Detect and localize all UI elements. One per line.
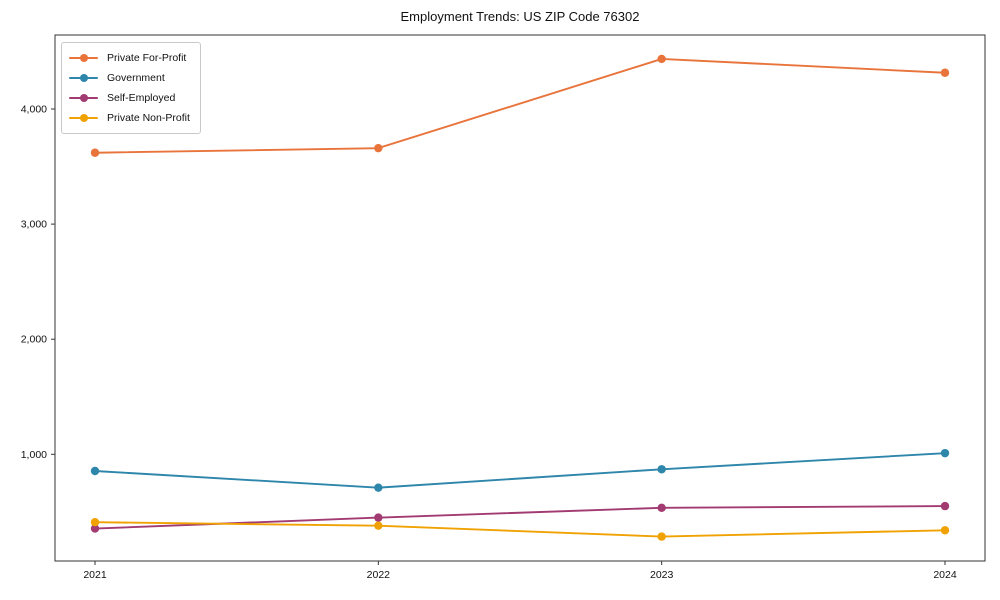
legend-item-private-for-profit: Private For-Profit — [69, 48, 190, 68]
data-point-self-employed — [90, 524, 100, 533]
data-point-government — [374, 483, 383, 492]
data-point-self-employed — [657, 503, 666, 513]
x-tick-label: 2022 — [367, 569, 391, 581]
x-tick-label: 2024 — [933, 569, 957, 581]
x-tick-label: 2023 — [650, 569, 674, 581]
data-point-self-employed — [374, 513, 383, 522]
data-point-government — [90, 466, 100, 476]
series-line-private-for-profit — [94, 57, 946, 154]
data-point-private-for-profit — [90, 148, 100, 157]
data-point-private-non-profit — [374, 521, 383, 530]
series-line-self-employed — [94, 505, 946, 530]
legend-label: Government — [107, 72, 165, 84]
y-tick-label: 4,000 — [21, 104, 47, 116]
legend: Private For-Profit Government Self-Employe… — [61, 42, 201, 134]
legend-label: Private For-Profit — [107, 52, 187, 64]
plot-area — [54, 34, 986, 562]
legend-line-marker-icon — [69, 93, 98, 103]
legend-item-government: Government — [69, 68, 190, 88]
legend-label: Self-Employed — [107, 92, 176, 104]
data-point-private-non-profit — [90, 518, 100, 527]
series-line-private-non-profit — [94, 521, 946, 538]
legend-line-marker-icon — [69, 113, 98, 123]
data-point-government — [657, 465, 666, 474]
legend-label: Private Non-Profit — [107, 112, 190, 124]
data-point-private-for-profit — [657, 54, 666, 64]
x-tick-label: 2021 — [83, 569, 107, 581]
series-line-government — [94, 452, 946, 489]
data-point-private-for-profit — [940, 68, 950, 77]
legend-item-self-employed: Self-Employed — [69, 88, 190, 108]
y-tick-label: 3,000 — [21, 219, 47, 231]
chart-title: Employment Trends: US ZIP Code 76302 — [400, 9, 640, 24]
y-tick-label: 2,000 — [21, 334, 47, 346]
data-point-private-for-profit — [374, 143, 383, 153]
legend-line-marker-icon — [69, 53, 98, 63]
data-point-private-non-profit — [657, 532, 666, 541]
legend-line-marker-icon — [69, 73, 98, 83]
data-point-government — [940, 448, 950, 458]
y-tick-label: 1,000 — [21, 449, 47, 461]
legend-item-private-non-profit: Private Non-Profit — [69, 108, 190, 128]
data-point-self-employed — [940, 501, 950, 511]
data-point-private-non-profit — [940, 526, 950, 535]
